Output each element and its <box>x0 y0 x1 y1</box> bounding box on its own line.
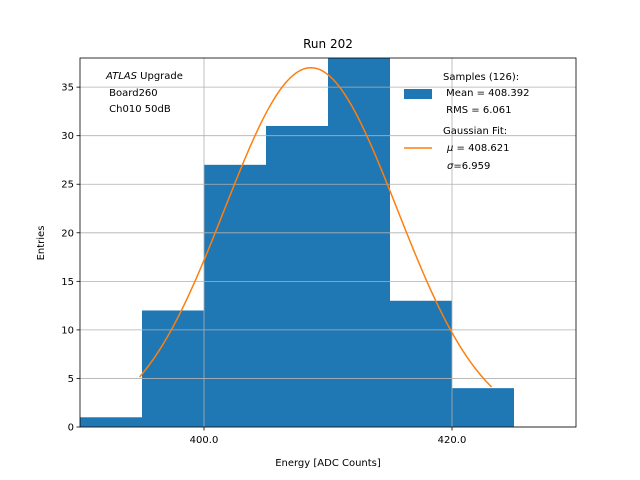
y-tick-label-7: 35 <box>61 83 74 94</box>
x-axis-label: Energy [ADC Counts] <box>275 458 381 469</box>
annotation-line-3: Ch010 50dB <box>106 104 171 115</box>
legend-fit-title: Gaussian Fit: <box>443 126 507 137</box>
y-tick-label-2: 10 <box>61 325 74 336</box>
y-axis-label: Entries <box>36 226 47 261</box>
legend-mu-value: = 408.621 <box>453 143 509 154</box>
histogram-bar-3 <box>266 125 328 427</box>
y-tick-label-5: 25 <box>61 180 74 191</box>
legend-fit-sigma: σ=6.959 <box>447 161 490 172</box>
y-tick-label-3: 15 <box>61 277 74 288</box>
legend-sigma-value: =6.959 <box>453 161 490 172</box>
legend-samples-swatch <box>404 89 432 99</box>
x-tick-label-1: 420.0 <box>438 435 467 446</box>
y-tick-label-6: 30 <box>61 131 74 142</box>
annotation-atlas: ATLAS <box>105 71 138 82</box>
grid-lines <box>80 58 576 428</box>
plot-frame <box>79 57 577 428</box>
legend-mu-symbol: μ <box>446 143 453 154</box>
histogram-bar-5 <box>390 300 452 427</box>
legend-fit-mu: μ = 408.621 <box>446 143 509 154</box>
axis-ticks: 400.0 420.0 0 5 10 15 20 25 30 35 <box>61 83 466 446</box>
chart-title: Run 202 <box>303 37 353 51</box>
legend-samples-mean: Mean = 408.392 <box>443 88 530 99</box>
legend-samples-rms: RMS = 6.061 <box>443 105 511 116</box>
histogram-bar-2 <box>204 164 266 427</box>
annotation-line-1: ATLAS Upgrade <box>105 71 183 82</box>
y-tick-label-0: 0 <box>68 423 74 434</box>
y-tick-label-1: 5 <box>68 374 74 385</box>
histogram-bar-6 <box>452 388 514 427</box>
legend-sigma-symbol: σ <box>447 161 454 172</box>
legend: Samples (126): Mean = 408.392 RMS = 6.06… <box>404 72 530 172</box>
histogram-bar-4 <box>328 58 390 427</box>
legend-samples-title: Samples (126): <box>443 72 519 83</box>
y-tick-label-4: 20 <box>61 228 74 239</box>
gaussian-fit-curve <box>138 66 493 388</box>
annotation-upgrade: Upgrade <box>137 71 183 82</box>
annotation-line-2: Board260 <box>106 88 158 99</box>
x-tick-label-0: 400.0 <box>190 435 219 446</box>
histogram-bar-0 <box>80 417 142 427</box>
histogram-bars <box>80 58 514 427</box>
atlas-annotation: ATLAS Upgrade Board260 Ch010 50dB <box>105 71 183 115</box>
